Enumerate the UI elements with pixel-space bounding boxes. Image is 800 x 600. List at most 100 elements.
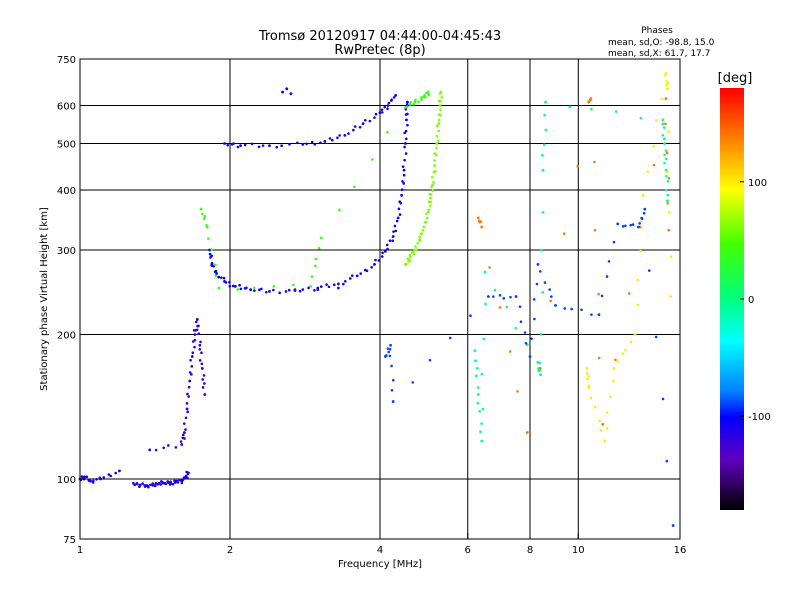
data-point [184,428,187,431]
data-point [528,355,532,358]
data-point [238,283,241,287]
data-point [386,104,390,107]
colorbar-tick-label: 0 [748,295,754,306]
data-point [310,275,314,278]
data-point [205,225,209,229]
data-point [667,228,671,232]
data-point [183,437,186,440]
data-point [394,93,398,97]
data-point [169,480,172,483]
data-point [281,90,284,94]
data-point [597,292,600,296]
data-point [532,298,536,301]
data-point [488,266,491,269]
data-point [431,189,435,193]
data-point [664,149,668,152]
data-point [178,478,181,482]
data-point [585,372,589,375]
data-point [480,422,483,425]
data-point [597,356,601,360]
data-point [201,378,205,381]
data-point [543,113,546,117]
data-point [406,257,410,261]
data-point [332,283,336,287]
data-point [667,176,671,180]
data-point [473,349,477,353]
chart-title: Tromsø 20120917 04:44:00-04:45:43 [258,29,501,44]
data-point [408,253,412,257]
data-point [666,87,669,91]
data-point [392,96,396,99]
data-point [393,224,397,228]
data-point [377,259,381,262]
data-point [195,318,199,321]
data-point [601,422,605,426]
data-point [605,275,609,278]
data-point [261,144,265,147]
data-point [533,317,536,321]
data-point [439,90,443,94]
x-tick-label: 16 [674,545,687,556]
data-point [102,476,106,479]
colorbar-label: [deg] [718,71,753,86]
data-point [629,340,633,344]
data-point [587,384,591,387]
data-point [663,73,667,77]
data-point [665,174,668,178]
data-point [390,364,393,368]
x-tick-label: 2 [227,545,233,556]
data-point [476,216,480,220]
data-point [665,83,668,87]
data-point [223,142,226,145]
data-point [598,419,601,423]
data-point [655,119,658,122]
data-point [554,304,557,307]
data-point [343,133,347,137]
data-point [666,81,670,85]
data-point [89,479,92,483]
data-point [336,286,340,290]
data-point [179,440,183,443]
data-point [406,123,409,127]
data-point [201,386,205,389]
data-point [361,122,365,126]
data-point [353,185,356,189]
data-point [368,119,372,123]
data-point [433,164,437,167]
data-point [309,284,312,288]
data-point [310,140,314,144]
data-point [224,281,228,284]
data-point [624,348,627,352]
data-point [636,278,640,282]
data-point [664,157,668,161]
data-point [418,235,422,239]
data-point [478,410,481,413]
data-point [518,305,522,309]
data-point [593,228,597,232]
y-tick-label: 200 [57,331,76,342]
data-point [530,337,533,340]
data-point [664,189,668,192]
data-point [404,129,408,133]
data-point [350,274,354,277]
data-point [629,223,633,227]
data-point [215,272,219,275]
data-point [666,170,669,174]
data-point [208,248,211,252]
data-point [289,92,293,96]
data-point [275,145,279,149]
data-point [293,288,297,292]
data-point [636,303,640,307]
data-point [323,140,327,143]
data-point [370,265,373,269]
data-point [612,379,615,383]
data-point [319,141,322,144]
data-point [141,482,144,485]
data-point [198,347,202,351]
data-point [319,236,323,240]
data-point [171,482,175,486]
data-point [217,286,221,290]
data-point [214,263,217,267]
data-point [516,390,519,393]
data-point [107,473,111,476]
